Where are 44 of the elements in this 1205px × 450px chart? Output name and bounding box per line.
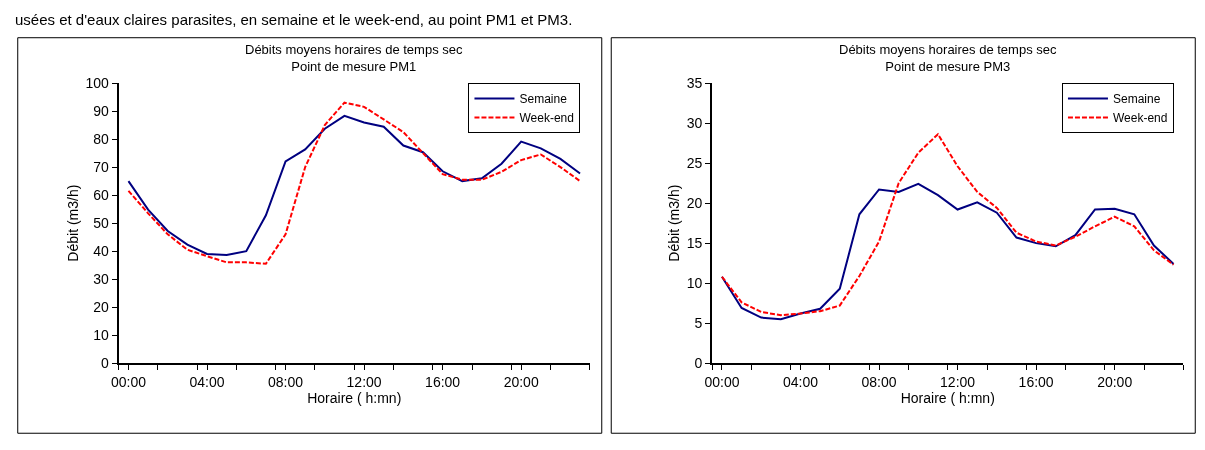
y-tick-label: 25 xyxy=(686,154,703,171)
y-tick-label: 10 xyxy=(686,275,703,292)
chart-title: Débits moyens horaires de temps sec Point de mesure PM1 xyxy=(245,42,463,74)
y-tick-label: 100 xyxy=(85,74,110,91)
y-tick-label: 35 xyxy=(686,74,703,91)
y-tick-label: 80 xyxy=(93,130,110,147)
y-tick-label: 20 xyxy=(93,299,110,316)
line-series xyxy=(720,133,1175,317)
y-tick-label: 10 xyxy=(93,327,110,344)
x-tick-label: 12:00 xyxy=(346,374,382,390)
y-tick-label: 0 xyxy=(694,355,703,372)
chart-title: Débits moyens horaires de temps sec Point de mesure PM3 xyxy=(839,42,1057,74)
legend-label: Semaine xyxy=(1112,92,1161,107)
y-tick-label: 5 xyxy=(694,315,703,332)
line-series xyxy=(720,182,1175,321)
y-tick-label: 40 xyxy=(93,243,110,260)
y-tick-label: 20 xyxy=(686,195,703,212)
x-tick-label: 20:00 xyxy=(1097,374,1133,390)
text: usées et d'eaux claires parasites, en semaine et le week-end, au point PM1 et PM3. xyxy=(15,11,573,28)
x-tick-label: 12:00 xyxy=(940,374,976,390)
legend-label: Semaine xyxy=(519,92,568,107)
y-axis-title: Débit (m3/h) xyxy=(665,184,682,262)
legend-label: Week-end xyxy=(1112,111,1168,126)
y-tick-label: 30 xyxy=(93,271,110,288)
x-axis-title: Horaire ( h:mn) xyxy=(900,390,995,406)
y-axis-title: Débit (m3/h) xyxy=(64,184,81,262)
x-tick-label: 04:00 xyxy=(782,374,819,390)
x-tick-label: 08:00 xyxy=(861,374,897,390)
y-tick-label: 90 xyxy=(93,102,110,119)
x-tick-label: 16:00 xyxy=(1018,374,1054,390)
x-tick-label: 16:00 xyxy=(425,374,461,390)
y-tick-label: 50 xyxy=(93,215,110,232)
y-tick-label: 60 xyxy=(93,187,110,203)
y-tick-label: 30 xyxy=(686,114,703,131)
y-tick-label: 15 xyxy=(686,235,703,252)
y-tick-label: 0 xyxy=(101,355,110,372)
x-tick-label: 00:00 xyxy=(704,374,740,390)
x-tick-label: 00:00 xyxy=(110,374,147,390)
x-tick-label: 20:00 xyxy=(503,374,539,390)
legend-label: Week-end xyxy=(519,111,574,126)
x-axis-title: Horaire ( h:mn) xyxy=(307,390,402,406)
x-tick-label: 08:00 xyxy=(268,374,304,390)
x-tick-label: 04:00 xyxy=(189,374,225,390)
y-tick-label: 70 xyxy=(93,158,110,175)
